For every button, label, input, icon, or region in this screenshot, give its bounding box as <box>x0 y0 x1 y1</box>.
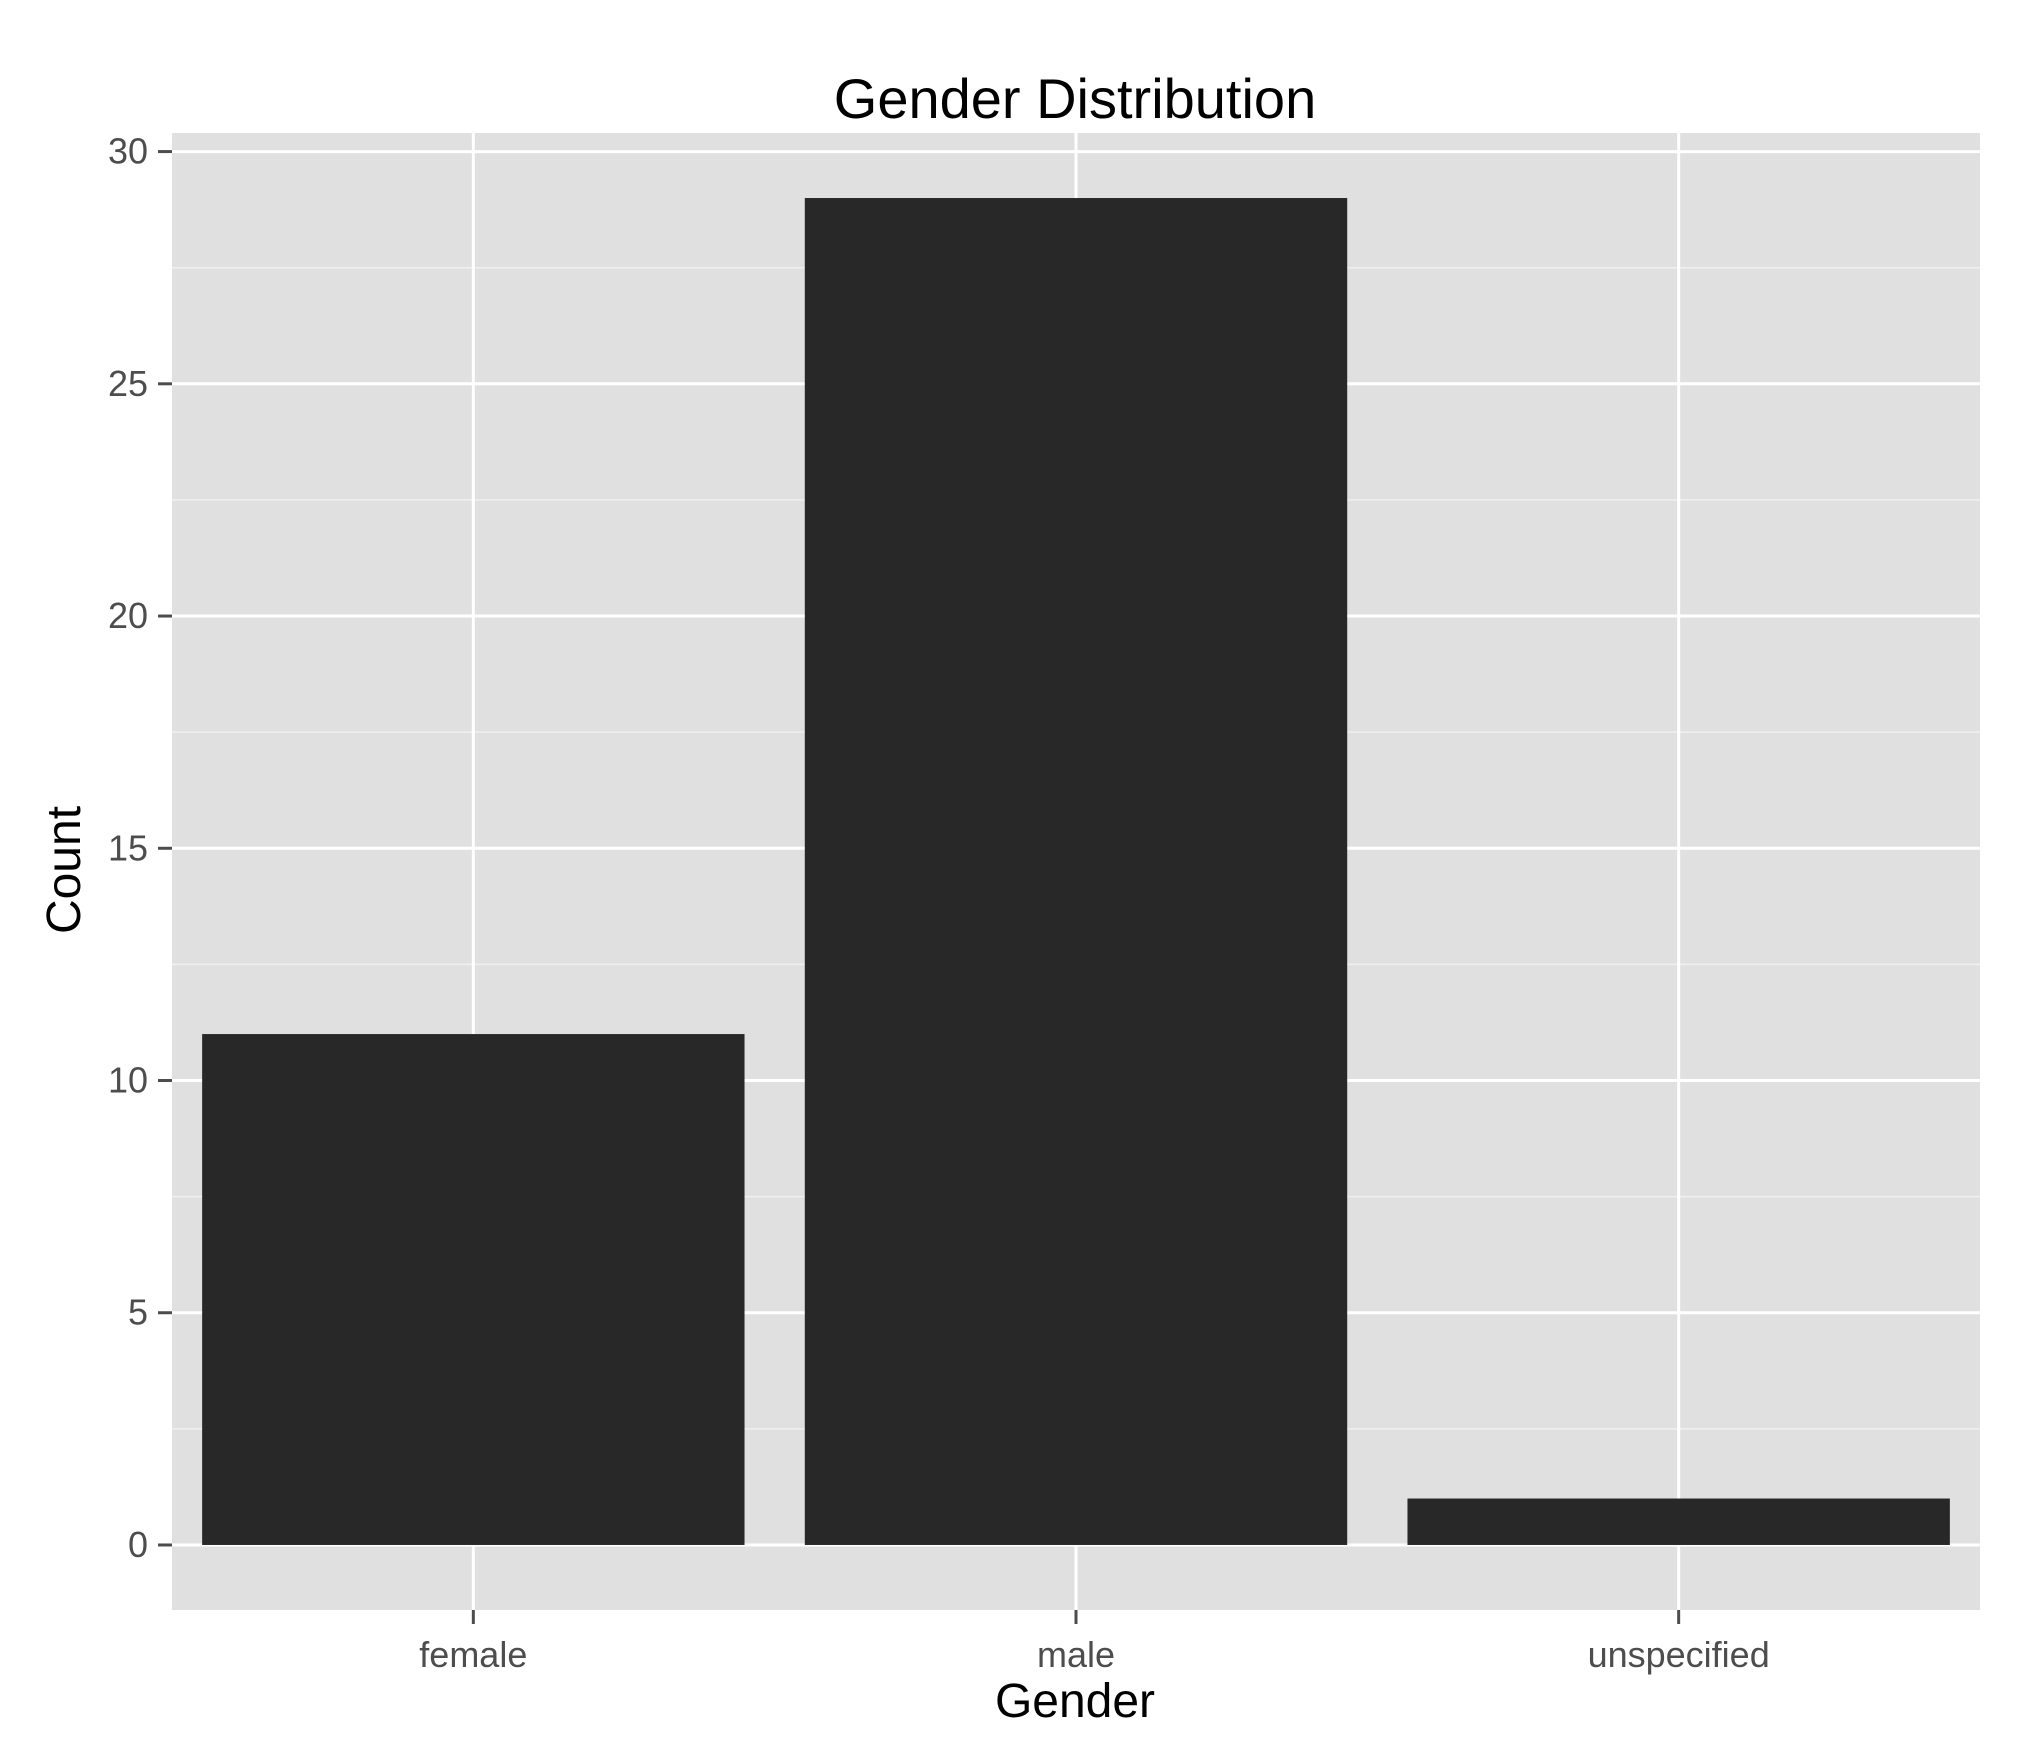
bar-female <box>202 1034 745 1545</box>
x-tick-label: female <box>419 1634 527 1675</box>
y-axis: 0 5 10 15 20 25 30 <box>108 131 172 1565</box>
x-axis-title: Gender <box>995 1675 1155 1728</box>
y-axis-title: Count <box>38 806 91 934</box>
x-tick-label: male <box>1037 1634 1115 1675</box>
y-tick-label: 25 <box>108 363 148 404</box>
y-tick-label: 0 <box>128 1524 148 1565</box>
chart-title: Gender Distribution <box>834 67 1316 130</box>
y-tick-label: 10 <box>108 1060 148 1101</box>
bar-male <box>804 198 1348 1545</box>
bars <box>202 198 1950 1545</box>
y-tick-label: 30 <box>108 131 148 172</box>
y-tick-label: 5 <box>128 1292 148 1333</box>
y-tick-label: 15 <box>108 827 148 868</box>
bar-unspecified <box>1407 1498 1950 1545</box>
y-tick-label: 20 <box>108 595 148 636</box>
x-tick-label: unspecified <box>1588 1634 1770 1675</box>
x-axis: female male unspecified <box>419 1610 1770 1675</box>
